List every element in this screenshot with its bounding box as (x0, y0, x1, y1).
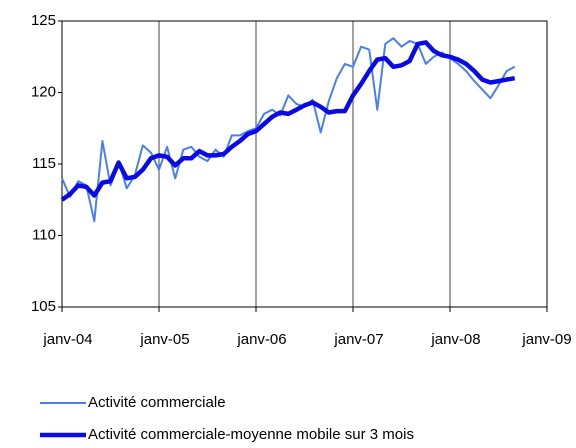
y-tick-label: 115 (32, 155, 56, 172)
x-tick-label: janv-08 (430, 331, 480, 348)
x-tick-label: janv-09 (521, 331, 571, 348)
y-tick-label: 105 (31, 298, 56, 315)
y-tick-label: 110 (32, 226, 56, 243)
x-tick-label: janv-06 (236, 331, 286, 348)
series-line (60, 40, 516, 202)
series-line (61, 37, 516, 223)
y-tick-label: 120 (31, 83, 56, 100)
plot-frame (61, 20, 548, 308)
x-tick-label: janv-04 (42, 331, 92, 348)
x-tick-label: janv-07 (333, 331, 383, 348)
x-tick-label: janv-05 (139, 331, 189, 348)
y-tick-label: 125 (31, 12, 56, 29)
legend-label: Activité commerciale-moyenne mobile sur … (88, 426, 414, 443)
legend-label: Activité commerciale (88, 394, 226, 411)
